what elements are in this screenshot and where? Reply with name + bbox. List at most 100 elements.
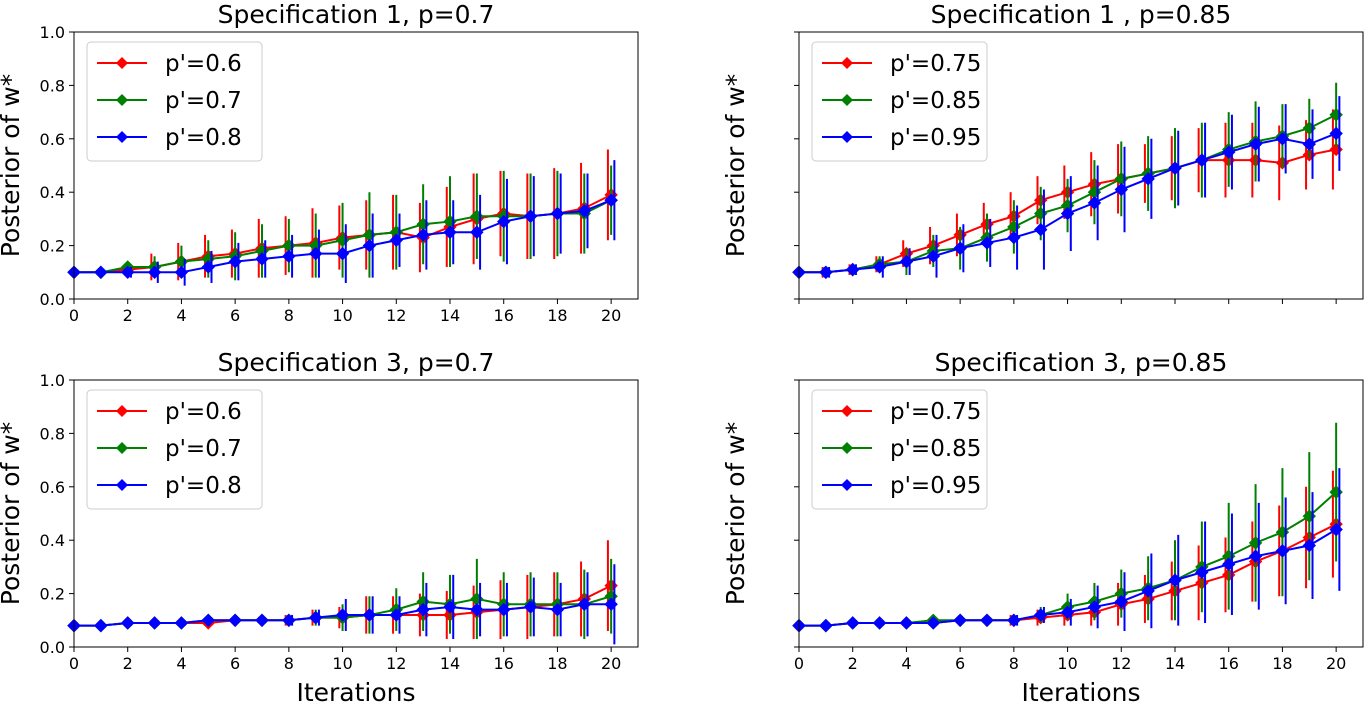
data-point-marker xyxy=(1087,196,1102,210)
data-point-marker xyxy=(1114,182,1128,197)
y-tick-label: 0.8 xyxy=(40,76,65,95)
data-point-marker xyxy=(523,209,538,223)
legend-label: p'=0.7 xyxy=(165,436,242,462)
legend-marker xyxy=(841,442,853,454)
data-point-marker xyxy=(1034,608,1048,622)
legend-label: p'=0.8 xyxy=(165,125,242,151)
data-point-marker xyxy=(1060,206,1075,221)
data-point-marker xyxy=(846,616,860,630)
x-tick-label: 8 xyxy=(284,306,294,325)
data-point-marker xyxy=(255,613,269,628)
y-tick-label: 0.8 xyxy=(40,424,65,443)
data-point-marker xyxy=(389,233,403,247)
y-axis-label: Posterior of w* xyxy=(721,422,750,605)
legend-label: p'=0.95 xyxy=(890,473,981,499)
y-tick-label: 0.4 xyxy=(40,183,65,202)
legend: p'=0.75 p'=0.85 p'=0.95 xyxy=(811,41,988,162)
legend-marker xyxy=(841,405,853,417)
legend-label: p'=0.6 xyxy=(165,399,242,425)
legend-marker xyxy=(116,405,128,417)
x-tick-label: 2 xyxy=(123,306,133,325)
series-3 xyxy=(792,96,1343,280)
x-tick-label: 12 xyxy=(1111,654,1131,673)
legend-label: p'=0.85 xyxy=(890,88,981,114)
data-point-marker xyxy=(1195,565,1209,579)
data-point-marker xyxy=(362,608,377,622)
data-point-marker xyxy=(228,254,242,269)
legend-label: p'=0.75 xyxy=(890,399,981,425)
data-point-marker xyxy=(819,265,833,280)
chart-title: Specification 3, p=0.85 xyxy=(935,348,1228,377)
plot-frame xyxy=(798,379,1364,648)
x-tick-label: 8 xyxy=(1009,654,1019,673)
data-point-marker xyxy=(147,616,162,630)
data-point-marker xyxy=(1329,522,1343,537)
plot-frame xyxy=(73,379,639,648)
data-point-marker xyxy=(121,616,135,630)
data-point-marker xyxy=(94,265,108,280)
legend-marker xyxy=(116,479,128,491)
x-tick-label: 10 xyxy=(332,306,352,325)
data-point-marker xyxy=(1034,222,1048,237)
y-tick-label: 0.4 xyxy=(40,531,65,550)
data-point-marker xyxy=(846,262,860,277)
data-point-marker xyxy=(899,254,914,269)
legend-box xyxy=(86,389,263,510)
data-point-marker xyxy=(470,602,484,617)
data-point-marker xyxy=(282,613,296,628)
series-3 xyxy=(67,160,618,286)
data-point-marker xyxy=(201,260,215,274)
x-tick-label: 18 xyxy=(1272,654,1292,673)
x-tick-label: 4 xyxy=(901,654,911,673)
data-point-marker xyxy=(335,608,350,622)
data-point-marker xyxy=(389,608,403,622)
x-tick-label: 20 xyxy=(1326,654,1346,673)
data-point-marker xyxy=(1195,153,1209,167)
x-tick-label: 6 xyxy=(955,654,965,673)
data-point-marker xyxy=(255,252,269,266)
x-axis-label: Iterations xyxy=(1021,678,1140,706)
x-tick-label: 12 xyxy=(386,306,406,325)
x-tick-label: 14 xyxy=(1165,654,1185,673)
data-point-marker xyxy=(1248,549,1263,563)
x-axis-label: Iterations xyxy=(296,678,415,706)
data-point-marker xyxy=(362,238,377,253)
data-point-marker xyxy=(980,613,994,628)
x-tick-label: 4 xyxy=(176,654,186,673)
data-point-marker xyxy=(953,613,967,628)
legend: p'=0.6 p'=0.7 p'=0.8 xyxy=(86,389,263,510)
legend-label: p'=0.6 xyxy=(165,51,242,77)
data-point-marker xyxy=(926,616,940,630)
y-tick-label: 1.0 xyxy=(40,23,65,42)
data-point-marker xyxy=(174,265,189,280)
plot-frame xyxy=(798,31,1364,300)
x-tick-label: 12 xyxy=(386,654,406,673)
data-point-marker xyxy=(819,618,833,633)
x-tick-label: 10 xyxy=(1057,654,1077,673)
data-point-marker xyxy=(604,193,618,207)
chart-title: Specification 3, p=0.7 xyxy=(218,348,495,377)
data-point-marker xyxy=(1275,544,1290,558)
data-point-marker xyxy=(1168,573,1182,587)
y-axis-label: Posterior of w* xyxy=(0,422,25,605)
chart-title: Specification 1 , p=0.85 xyxy=(931,0,1232,29)
data-point-marker xyxy=(443,225,457,239)
data-point-marker xyxy=(577,597,591,611)
subplot-spec1-p085: Specification 1 , p=0.85 Posterior of w* p… xyxy=(721,0,1364,304)
data-point-marker xyxy=(228,613,242,628)
data-point-marker xyxy=(282,249,296,263)
data-point-marker xyxy=(174,616,189,630)
legend-marker xyxy=(116,57,128,69)
data-point-marker xyxy=(1302,137,1316,151)
data-point-marker xyxy=(1329,126,1343,141)
data-point-marker xyxy=(872,260,887,274)
data-point-marker xyxy=(1222,145,1236,159)
data-point-marker xyxy=(497,214,511,229)
data-point-marker xyxy=(121,265,135,280)
data-point-marker xyxy=(1275,132,1290,146)
data-point-marker xyxy=(577,204,591,218)
y-tick-label: 0.0 xyxy=(40,290,65,309)
data-point-marker xyxy=(309,246,323,261)
y-tick-label: 0.6 xyxy=(40,130,65,149)
